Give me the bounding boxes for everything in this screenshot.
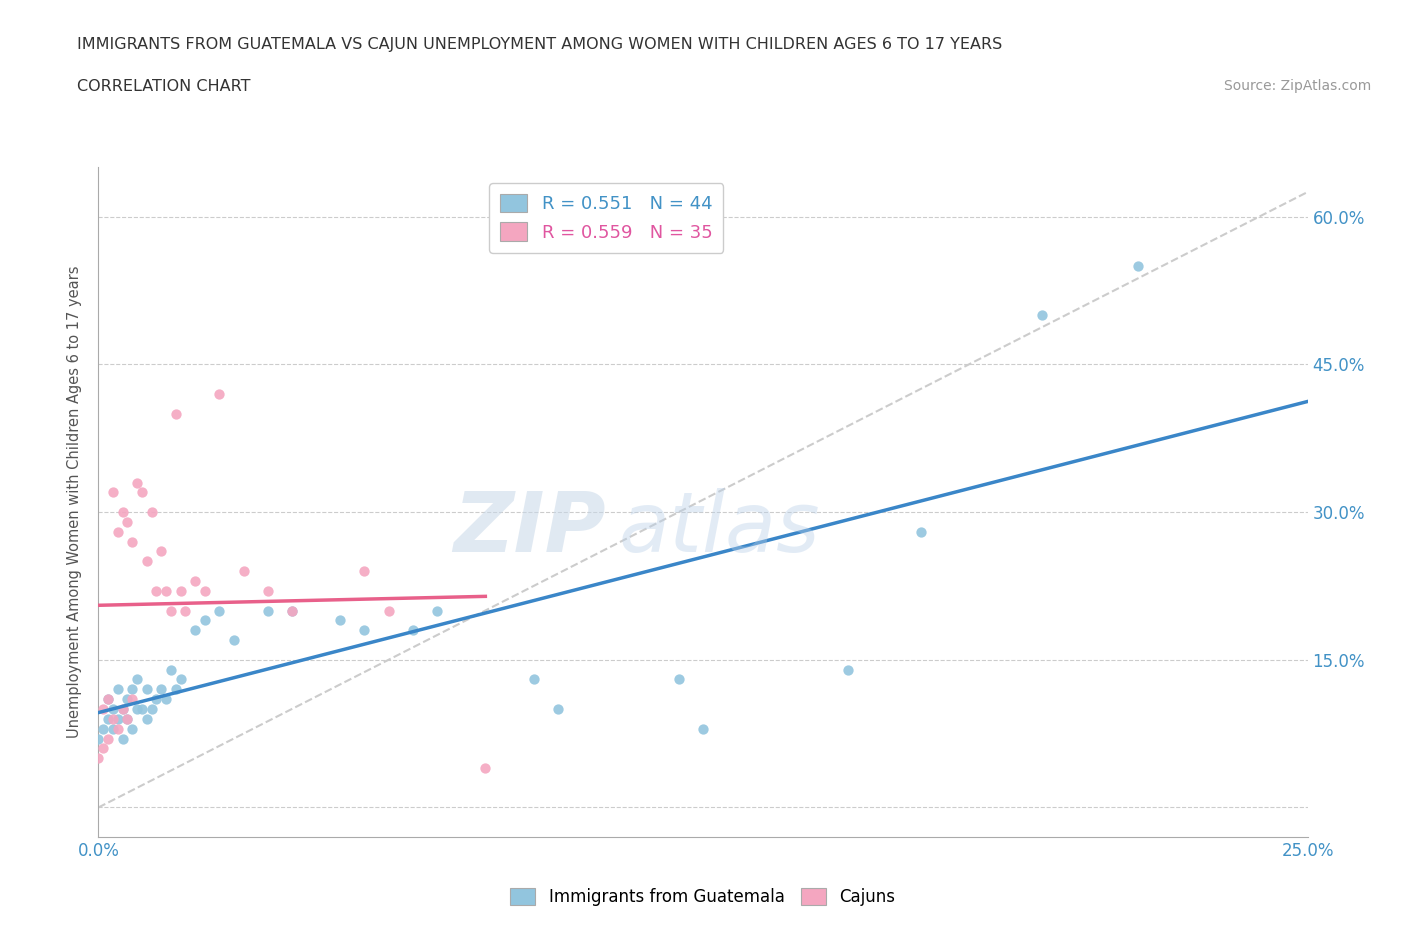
Point — [474, 761, 496, 776]
Point — [281, 603, 304, 618]
Point — [256, 583, 278, 598]
Point — [111, 701, 134, 716]
Point — [97, 692, 120, 707]
Point — [353, 564, 375, 578]
Point — [121, 534, 143, 549]
Point — [117, 711, 139, 726]
Point — [837, 662, 859, 677]
Point — [127, 475, 149, 490]
Point — [135, 682, 157, 697]
Point — [127, 701, 149, 716]
Point — [97, 731, 120, 746]
Point — [141, 505, 163, 520]
Point — [91, 741, 114, 756]
Point — [256, 603, 278, 618]
Text: atlas: atlas — [619, 488, 820, 569]
Point — [184, 623, 207, 638]
Point — [107, 711, 129, 726]
Point — [117, 692, 139, 707]
Point — [101, 722, 124, 737]
Point — [668, 672, 690, 687]
Text: CORRELATION CHART: CORRELATION CHART — [77, 79, 250, 94]
Point — [377, 603, 399, 618]
Point — [523, 672, 546, 687]
Point — [117, 514, 139, 529]
Point — [97, 711, 120, 726]
Point — [232, 564, 254, 578]
Point — [145, 583, 167, 598]
Point — [107, 525, 129, 539]
Point — [107, 682, 129, 697]
Point — [145, 692, 167, 707]
Point — [111, 701, 134, 716]
Point — [97, 692, 120, 707]
Point — [91, 701, 114, 716]
Point — [121, 692, 143, 707]
Point — [165, 406, 187, 421]
Point — [1031, 308, 1053, 323]
Point — [135, 554, 157, 569]
Point — [107, 722, 129, 737]
Point — [160, 662, 183, 677]
Point — [155, 583, 177, 598]
Point — [329, 613, 352, 628]
Text: Source: ZipAtlas.com: Source: ZipAtlas.com — [1223, 79, 1371, 93]
Point — [141, 701, 163, 716]
Point — [402, 623, 425, 638]
Point — [87, 731, 110, 746]
Point — [184, 574, 207, 589]
Point — [131, 485, 153, 499]
Point — [127, 672, 149, 687]
Point — [208, 387, 231, 402]
Point — [692, 722, 714, 737]
Point — [160, 603, 183, 618]
Point — [135, 711, 157, 726]
Point — [121, 682, 143, 697]
Point — [101, 701, 124, 716]
Point — [117, 711, 139, 726]
Legend: Immigrants from Guatemala, Cajuns: Immigrants from Guatemala, Cajuns — [503, 881, 903, 912]
Point — [87, 751, 110, 765]
Point — [281, 603, 304, 618]
Point — [150, 682, 173, 697]
Point — [547, 701, 569, 716]
Point — [174, 603, 197, 618]
Point — [910, 525, 932, 539]
Legend: R = 0.551   N = 44, R = 0.559   N = 35: R = 0.551 N = 44, R = 0.559 N = 35 — [489, 183, 723, 253]
Point — [169, 672, 191, 687]
Point — [169, 583, 191, 598]
Point — [194, 613, 217, 628]
Point — [165, 682, 187, 697]
Text: ZIP: ZIP — [454, 488, 606, 569]
Point — [222, 632, 245, 647]
Point — [131, 701, 153, 716]
Point — [208, 603, 231, 618]
Y-axis label: Unemployment Among Women with Children Ages 6 to 17 years: Unemployment Among Women with Children A… — [67, 266, 83, 738]
Point — [111, 731, 134, 746]
Text: IMMIGRANTS FROM GUATEMALA VS CAJUN UNEMPLOYMENT AMONG WOMEN WITH CHILDREN AGES 6: IMMIGRANTS FROM GUATEMALA VS CAJUN UNEMP… — [77, 37, 1002, 52]
Point — [101, 711, 124, 726]
Point — [426, 603, 449, 618]
Point — [1128, 259, 1150, 273]
Point — [121, 722, 143, 737]
Point — [101, 485, 124, 499]
Point — [150, 544, 173, 559]
Point — [194, 583, 217, 598]
Point — [111, 505, 134, 520]
Point — [353, 623, 375, 638]
Point — [155, 692, 177, 707]
Point — [91, 722, 114, 737]
